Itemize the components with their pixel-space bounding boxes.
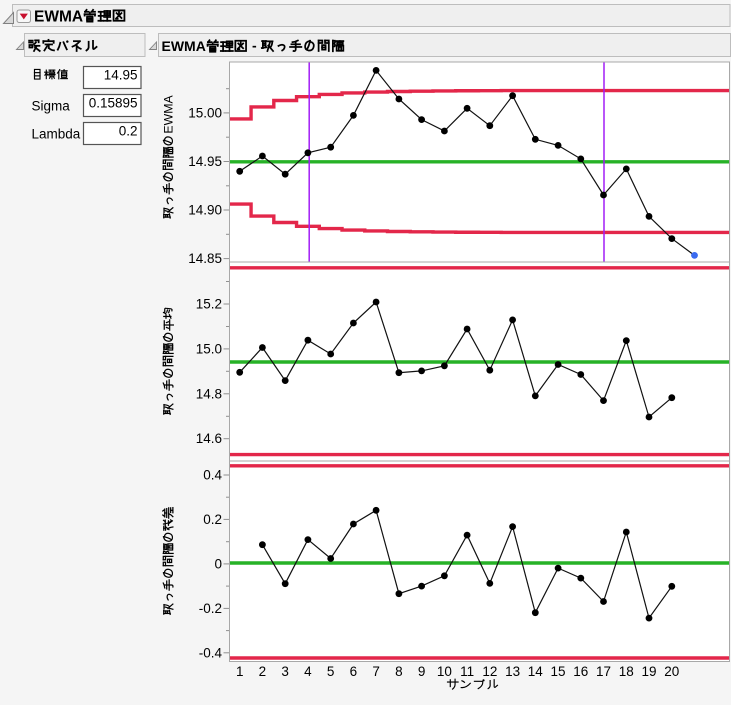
svg-text:EWMA: EWMA (34, 9, 83, 26)
svg-text:0.15895: 0.15895 (89, 96, 138, 111)
svg-text:10: 10 (437, 664, 452, 679)
svg-text:15.00: 15.00 (188, 105, 222, 120)
svg-text:1: 1 (236, 664, 244, 679)
svg-text:15.0: 15.0 (196, 341, 222, 356)
svg-text:11: 11 (460, 664, 474, 679)
svg-text:14: 14 (528, 664, 544, 679)
svg-text:Lambda: Lambda (32, 127, 81, 142)
svg-text:6: 6 (350, 664, 358, 679)
svg-text:15: 15 (551, 664, 566, 679)
svg-text:9: 9 (418, 664, 426, 679)
svg-text:5: 5 (327, 664, 335, 679)
svg-text:14.95: 14.95 (104, 68, 138, 83)
svg-text:16: 16 (573, 664, 588, 679)
svg-text:14.6: 14.6 (196, 431, 222, 446)
svg-text:15.2: 15.2 (196, 297, 222, 312)
svg-text:3: 3 (281, 664, 289, 679)
svg-text:0.2: 0.2 (203, 512, 222, 527)
svg-text:14.8: 14.8 (196, 386, 222, 401)
svg-text:19: 19 (642, 664, 657, 679)
svg-text:17: 17 (596, 664, 611, 679)
svg-text:18: 18 (619, 664, 634, 679)
svg-text:Sigma: Sigma (32, 99, 71, 114)
svg-text:8: 8 (395, 664, 403, 679)
svg-text:-0.4: -0.4 (199, 645, 223, 660)
svg-text:4: 4 (304, 664, 312, 679)
svg-text:14.90: 14.90 (188, 203, 222, 218)
svg-text:0.2: 0.2 (119, 124, 138, 139)
svg-text:-0.2: -0.2 (199, 601, 222, 616)
svg-text:EWMA: EWMA (162, 38, 206, 54)
svg-text:20: 20 (664, 664, 679, 679)
svg-text:12: 12 (482, 664, 497, 679)
svg-text:-: - (252, 38, 257, 54)
svg-text:0: 0 (214, 556, 222, 571)
svg-text:14.85: 14.85 (188, 251, 222, 266)
svg-text:EWMA: EWMA (162, 95, 176, 134)
svg-text:0.4: 0.4 (203, 468, 222, 483)
svg-text:7: 7 (372, 664, 380, 679)
svg-text:13: 13 (505, 664, 520, 679)
svg-text:2: 2 (259, 664, 267, 679)
svg-text:14.95: 14.95 (188, 154, 222, 169)
